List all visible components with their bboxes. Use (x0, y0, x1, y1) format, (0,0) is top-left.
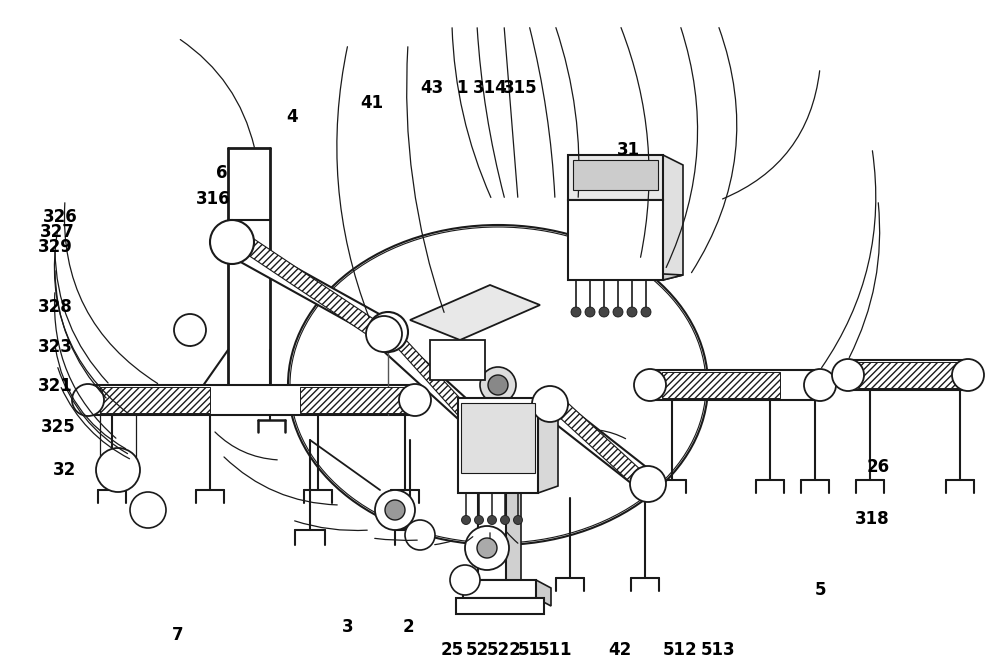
Text: 5: 5 (814, 582, 826, 599)
Polygon shape (410, 285, 540, 340)
Text: 43: 43 (420, 79, 444, 97)
Circle shape (627, 307, 637, 317)
Text: 321: 321 (38, 377, 72, 394)
Circle shape (480, 367, 516, 403)
Polygon shape (536, 580, 551, 606)
Text: 52: 52 (465, 642, 489, 659)
Polygon shape (380, 320, 490, 448)
Circle shape (385, 500, 405, 520)
Bar (568, 155, 663, 200)
Circle shape (952, 359, 984, 391)
Text: 323: 323 (38, 338, 72, 356)
Circle shape (210, 220, 254, 264)
Circle shape (450, 565, 480, 595)
Circle shape (514, 516, 522, 524)
Bar (461, 403, 535, 473)
Circle shape (368, 312, 408, 352)
Text: 25: 25 (440, 642, 464, 659)
Text: 314: 314 (473, 79, 507, 97)
Circle shape (804, 369, 836, 401)
Text: 42: 42 (608, 642, 632, 659)
Polygon shape (506, 420, 521, 588)
Text: 327: 327 (40, 223, 74, 241)
Circle shape (399, 384, 431, 416)
Text: 329: 329 (38, 238, 72, 255)
Text: 32: 32 (53, 462, 77, 479)
Text: 41: 41 (360, 95, 384, 112)
Text: 316: 316 (196, 190, 230, 207)
Polygon shape (100, 387, 210, 413)
Circle shape (72, 384, 104, 416)
Bar (463, 580, 536, 598)
Circle shape (832, 359, 864, 391)
Text: 31: 31 (616, 141, 640, 159)
Polygon shape (548, 390, 650, 498)
Circle shape (630, 466, 666, 502)
Bar (573, 160, 658, 190)
Text: 522: 522 (487, 642, 521, 659)
Polygon shape (538, 398, 558, 493)
Circle shape (462, 516, 471, 524)
Bar (458, 398, 538, 493)
Text: 4: 4 (286, 108, 298, 125)
Ellipse shape (288, 225, 708, 545)
Bar (430, 340, 485, 380)
Polygon shape (663, 155, 683, 280)
Polygon shape (392, 325, 482, 442)
Text: 2: 2 (402, 618, 414, 636)
Polygon shape (248, 235, 378, 342)
Circle shape (585, 307, 595, 317)
Text: 326: 326 (43, 208, 77, 225)
Circle shape (641, 307, 651, 317)
Circle shape (532, 386, 568, 422)
Bar (568, 200, 663, 280)
Polygon shape (88, 385, 415, 415)
Text: 3: 3 (342, 618, 354, 636)
Text: 1: 1 (456, 79, 468, 97)
Text: 511: 511 (538, 642, 572, 659)
Text: 6: 6 (216, 165, 228, 182)
Bar (456, 598, 544, 614)
Circle shape (599, 307, 609, 317)
Circle shape (477, 538, 497, 558)
Polygon shape (228, 230, 390, 345)
Text: 328: 328 (38, 298, 72, 315)
Text: 512: 512 (663, 642, 697, 659)
Circle shape (405, 520, 435, 550)
Circle shape (475, 516, 484, 524)
Circle shape (571, 307, 581, 317)
Circle shape (96, 448, 140, 492)
Circle shape (501, 516, 510, 524)
Circle shape (174, 314, 206, 346)
Circle shape (375, 490, 415, 530)
Circle shape (488, 375, 508, 395)
Polygon shape (848, 360, 968, 390)
Text: 325: 325 (41, 418, 75, 436)
Polygon shape (300, 387, 405, 413)
Text: 26: 26 (866, 458, 890, 476)
Ellipse shape (290, 227, 706, 543)
Text: 315: 315 (503, 79, 537, 97)
Polygon shape (650, 370, 820, 400)
Polygon shape (662, 372, 780, 398)
Polygon shape (558, 394, 643, 494)
Polygon shape (858, 362, 958, 388)
Circle shape (470, 416, 506, 452)
Circle shape (130, 492, 166, 528)
Circle shape (366, 316, 402, 352)
Bar (478, 420, 506, 580)
Circle shape (465, 526, 509, 570)
Polygon shape (568, 270, 683, 280)
Text: 318: 318 (855, 510, 889, 528)
Text: 7: 7 (172, 626, 184, 644)
Circle shape (634, 369, 666, 401)
Text: 51: 51 (518, 642, 540, 659)
Text: 513: 513 (701, 642, 735, 659)
Circle shape (488, 516, 496, 524)
Circle shape (613, 307, 623, 317)
